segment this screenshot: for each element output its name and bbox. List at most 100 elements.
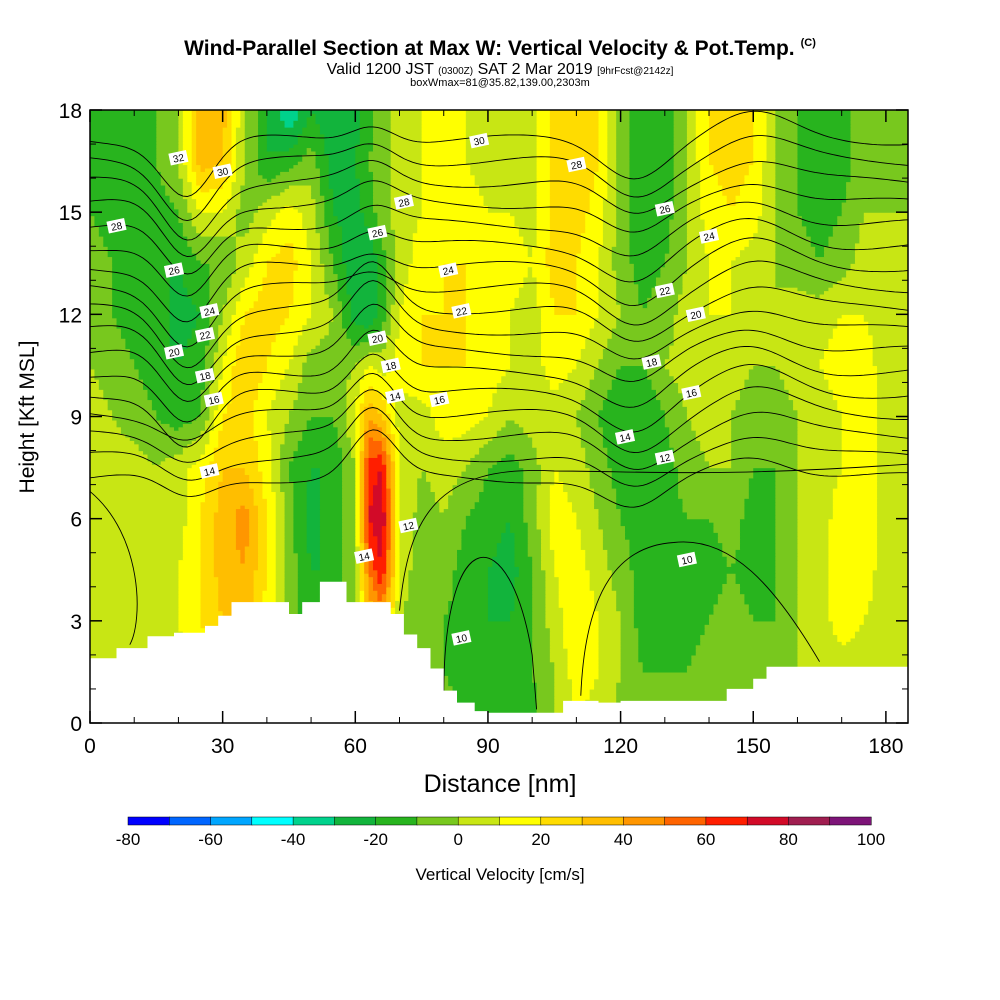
- w-cell: [872, 583, 908, 588]
- w-cell: [381, 440, 387, 445]
- w-cell: [324, 334, 348, 339]
- w-cell: [514, 532, 529, 537]
- w-cell: [364, 484, 370, 489]
- w-cell: [757, 222, 776, 227]
- w-cell: [213, 450, 259, 455]
- w-cell: [700, 637, 799, 642]
- w-cell: [315, 164, 330, 169]
- w-cell: [311, 562, 321, 567]
- w-cell: [90, 498, 188, 503]
- w-cell: [390, 494, 396, 499]
- w-cell: [598, 161, 608, 166]
- w-cell: [156, 164, 180, 169]
- w-cell: [417, 218, 516, 223]
- w-cell: [306, 236, 321, 241]
- w-cell: [222, 154, 233, 159]
- w-cell: [669, 440, 701, 445]
- w-cell: [311, 249, 321, 254]
- w-cell: [739, 528, 776, 533]
- w-cell: [213, 569, 255, 574]
- w-cell: [523, 488, 538, 493]
- w-cell: [421, 321, 467, 326]
- w-cell: [541, 314, 600, 319]
- w-cell: [797, 498, 834, 503]
- w-cell: [465, 317, 511, 322]
- w-cell: [704, 450, 732, 455]
- w-cell: [589, 201, 604, 206]
- w-cell: [196, 256, 237, 261]
- w-cell: [518, 225, 538, 230]
- w-cell: [731, 270, 776, 275]
- w-cell: [258, 511, 268, 516]
- w-cell: [403, 290, 445, 295]
- w-cell: [678, 385, 745, 390]
- w-cell: [390, 327, 401, 332]
- w-cell: [355, 511, 361, 516]
- w-cell: [554, 307, 577, 312]
- w-cell: [448, 600, 489, 605]
- w-cell: [487, 596, 516, 601]
- w-cell: [319, 542, 343, 547]
- w-cell: [359, 447, 365, 452]
- w-cell: [302, 157, 317, 162]
- w-cell: [554, 678, 573, 683]
- w-cell: [381, 236, 396, 241]
- w-cell: [828, 545, 878, 550]
- w-cell: [452, 688, 538, 693]
- w-cell: [231, 324, 241, 329]
- w-cell: [536, 212, 551, 217]
- w-cell: [797, 201, 843, 206]
- w-cell: [359, 573, 365, 578]
- w-cell: [616, 157, 631, 162]
- w-cell: [372, 205, 392, 210]
- w-cell: [275, 576, 286, 581]
- w-cell: [275, 583, 286, 588]
- w-cell: [638, 658, 692, 663]
- w-cell: [616, 300, 639, 305]
- w-cell: [359, 426, 365, 431]
- w-cell: [200, 518, 215, 523]
- w-cell: [346, 334, 374, 339]
- w-cell: [744, 511, 776, 516]
- w-cell: [200, 586, 219, 591]
- w-cell: [187, 174, 197, 179]
- w-cell: [598, 665, 622, 670]
- w-cell: [510, 331, 542, 336]
- w-cell: [744, 505, 776, 510]
- w-cell: [872, 586, 908, 591]
- w-cell: [465, 467, 489, 472]
- w-cell: [196, 317, 210, 322]
- w-cell: [748, 164, 763, 169]
- w-cell: [832, 488, 878, 493]
- w-cell: [368, 447, 383, 452]
- w-cell: [143, 385, 206, 390]
- w-cell: [315, 205, 325, 210]
- w-cell: [151, 406, 202, 411]
- w-cell: [775, 259, 856, 264]
- w-cell: [549, 215, 586, 220]
- w-cell: [797, 532, 830, 537]
- w-cell: [368, 590, 379, 595]
- w-cell: [209, 413, 215, 418]
- w-cell: [607, 457, 675, 462]
- w-cell: [483, 443, 533, 448]
- w-cell: [775, 508, 799, 513]
- w-cell: [355, 467, 361, 472]
- w-cell: [753, 161, 763, 166]
- w-cell: [333, 198, 361, 203]
- w-cell: [620, 648, 639, 653]
- w-cell: [90, 164, 157, 169]
- w-cell: [266, 525, 277, 530]
- w-cell: [359, 576, 365, 581]
- w-cell: [187, 470, 206, 475]
- w-cell: [187, 501, 202, 506]
- w-cell: [797, 620, 834, 625]
- w-cell: [209, 385, 219, 390]
- w-cell: [200, 392, 210, 397]
- w-cell: [253, 399, 272, 404]
- w-cell: [558, 596, 595, 601]
- w-cell: [235, 348, 272, 353]
- w-cell: [319, 535, 343, 540]
- w-cell: [594, 685, 617, 690]
- w-cell: [527, 433, 582, 438]
